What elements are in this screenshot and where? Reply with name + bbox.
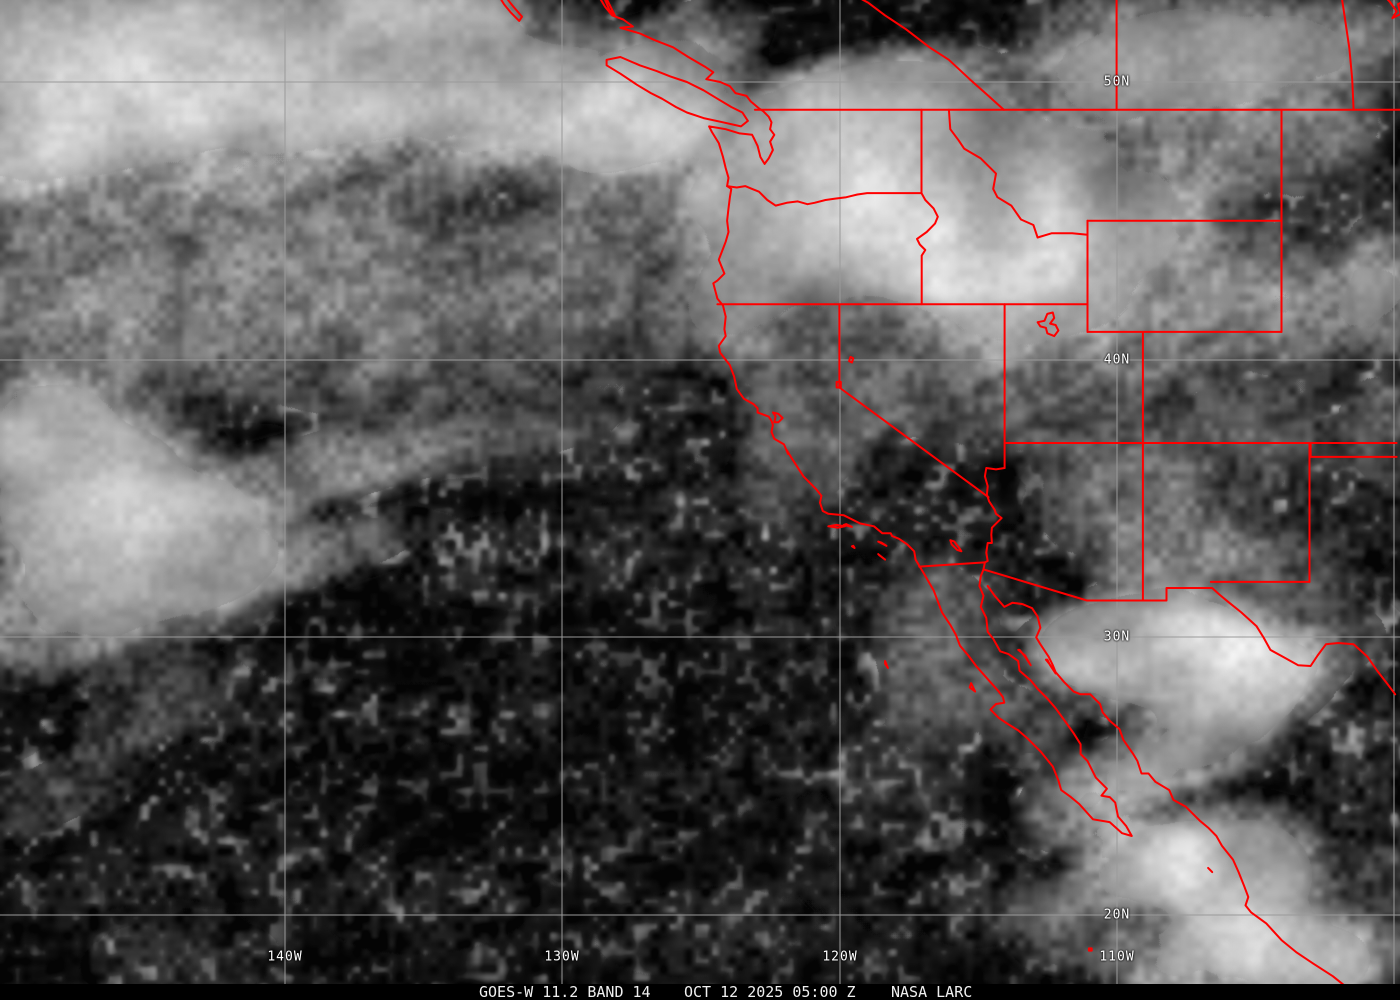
satellite-band-label: GOES-W 11.2 BAND 14 [479,983,651,1000]
latitude-label: 20N [1103,907,1131,923]
longitude-label: 120W [822,949,858,965]
timestamp-label: OCT 12 2025 05:00 Z [684,983,856,1000]
longitude-label: 130W [544,949,580,965]
longitude-label: 110W [1099,949,1135,965]
credit-label: NASA LARC [891,983,973,1000]
longitude-label: 140W [267,949,303,965]
latitude-label: 50N [1103,74,1131,90]
latitude-label: 40N [1103,352,1131,368]
latitude-label: 30N [1103,629,1131,645]
caption-bar: GOES-W 11.2 BAND 14 OCT 12 2025 05:00 Z … [0,984,1400,1000]
